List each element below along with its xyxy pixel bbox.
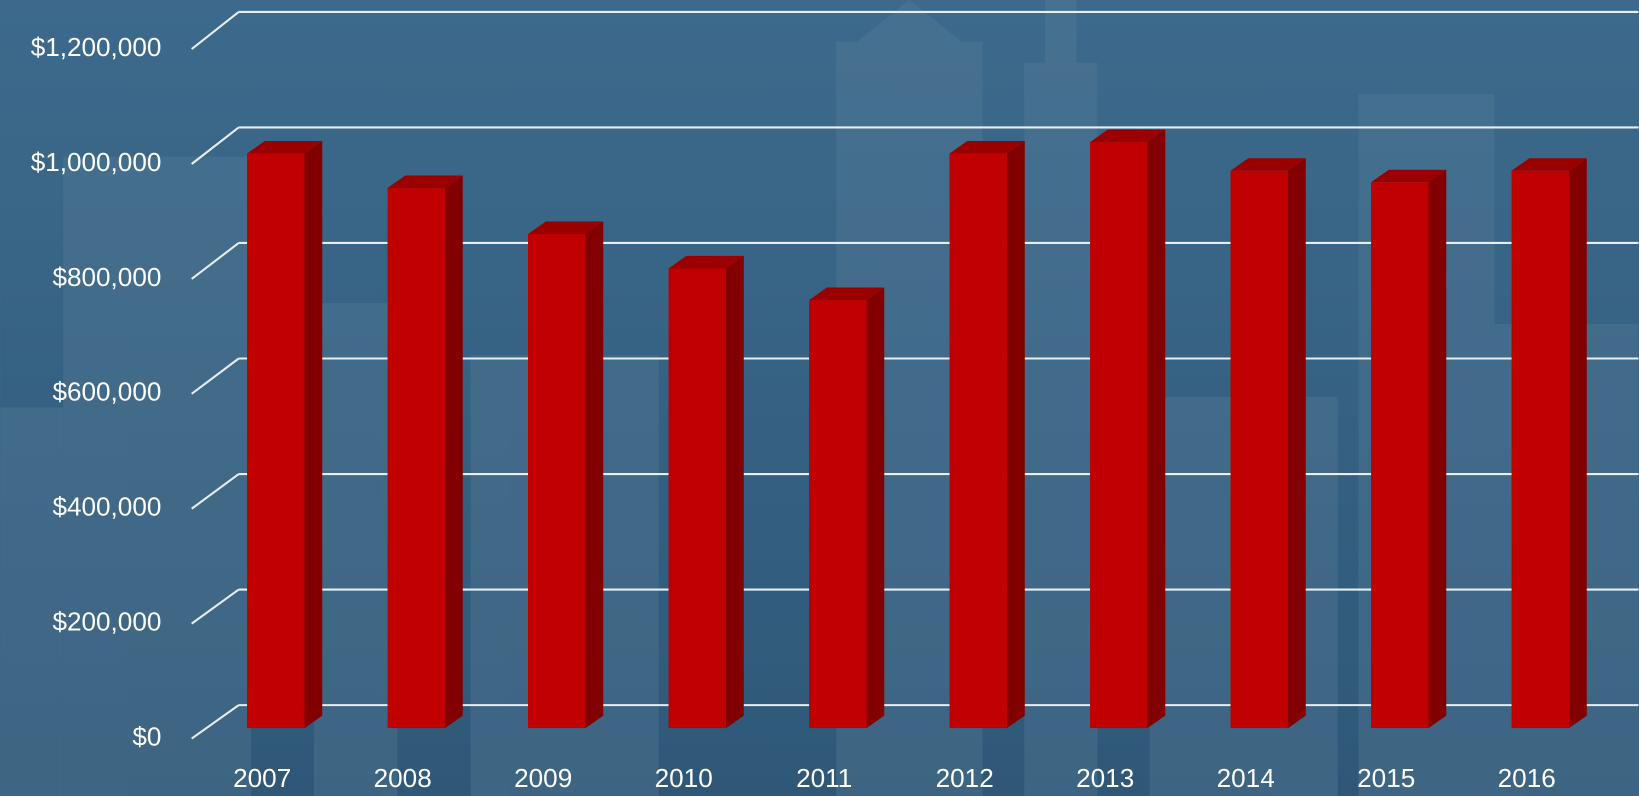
bar-side [726,256,744,728]
bar [809,300,866,728]
y-tick-label: $1,000,000 [31,147,162,177]
bar-side [445,175,463,728]
bar [528,234,585,728]
bar [1231,171,1288,728]
bar [950,154,1007,729]
x-tick-label: 2013 [1076,763,1134,793]
x-tick-label: 2011 [796,763,852,793]
bar-side [586,221,604,728]
y-tick-label: $0 [132,721,161,751]
bar [1371,182,1428,728]
x-tick-label: 2007 [233,763,291,793]
x-tick-label: 2009 [514,763,572,793]
bar-side [867,288,885,729]
x-tick-label: 2012 [936,763,994,793]
y-tick-label: $600,000 [52,377,161,407]
page: {"chart_data": {"type": "bar3d", "catego… [0,0,1639,796]
y-tick-label: $800,000 [52,262,161,292]
bar [247,154,304,729]
x-tick-label: 2008 [374,763,432,793]
bar [1512,171,1569,728]
chart: $0 $200,000 $400,000 $600,000 $800,000 $1,000… [0,0,1639,796]
y-tick-label: $1,200,000 [31,32,162,62]
bar-side [1007,141,1025,728]
bar [1090,142,1147,728]
bar-side [1569,158,1587,728]
x-tick-label: 2010 [655,763,713,793]
bar-side [1429,170,1447,728]
x-tick-label: 2016 [1498,763,1556,793]
bar [388,188,445,728]
y-tick-label: $200,000 [52,607,161,637]
bar-side [1148,130,1166,729]
bar-side [305,141,323,728]
bar [669,268,726,728]
x-tick-label: 2015 [1357,763,1415,793]
y-tick-label: $400,000 [52,492,161,522]
bar-side [1288,158,1306,728]
x-tick-label: 2014 [1217,763,1275,793]
